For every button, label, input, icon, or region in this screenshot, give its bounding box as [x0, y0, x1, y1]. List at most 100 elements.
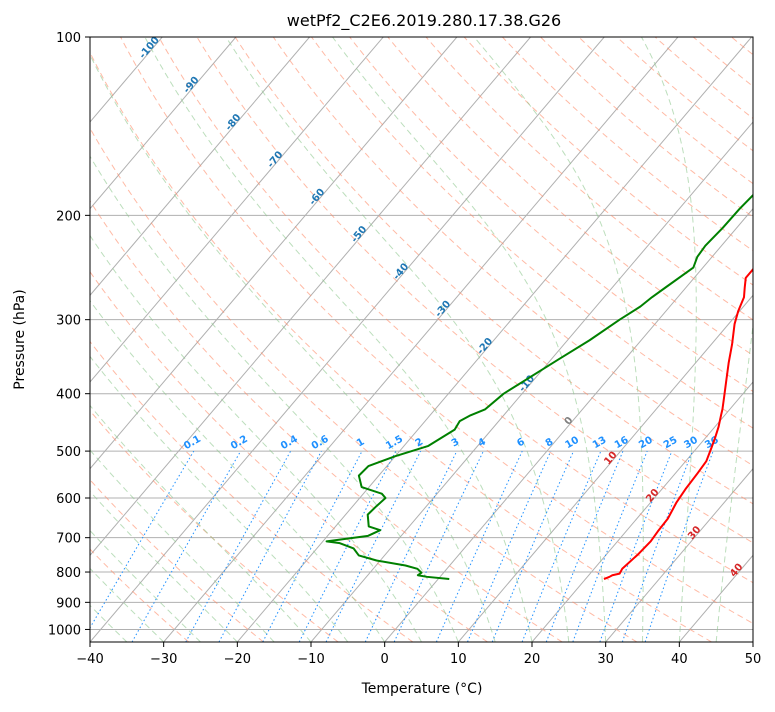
x-tick-label: 10 [450, 652, 467, 667]
isotherm-line [236, 37, 752, 642]
isotherm-line [90, 37, 458, 470]
mixing-ratio-label: 1.5 [384, 434, 405, 452]
grid-layer [90, 37, 775, 642]
y-tick-label: 700 [56, 532, 81, 547]
isotherm-line [163, 37, 679, 642]
moist-adiabat-line [90, 355, 349, 642]
y-tick-label: 600 [56, 492, 81, 507]
plot-frame [89, 36, 754, 643]
mixing-ratio-label: 20 [637, 435, 655, 452]
mixing-ratio-line [621, 450, 693, 642]
x-tick-label: 20 [524, 652, 541, 667]
dry-adiabat-line [158, 37, 753, 584]
isotherm-line [384, 207, 753, 642]
y-tick-label: 100 [56, 31, 81, 46]
moist-adiabat-line [473, 37, 644, 642]
x-tick-label: 0 [381, 652, 389, 667]
y-tick-label: 500 [56, 445, 81, 460]
y-tick-label: 900 [56, 596, 81, 611]
mixing-ratio-label: 4 [476, 436, 488, 449]
dry-adiabat-line [90, 127, 638, 642]
mixing-ratio-label: 25 [662, 435, 680, 452]
moist-adiabat-line [90, 53, 496, 642]
moist-adiabat-line [90, 234, 422, 642]
mixing-ratio-label: 3 [450, 436, 462, 449]
mixing-ratio-line [185, 450, 292, 642]
mixing-ratio-line [644, 450, 714, 642]
dry-adiabat-line [311, 37, 753, 429]
isotherm-line [90, 37, 237, 210]
mixing-ratio-line [572, 450, 648, 642]
mixing-ratio-line [131, 450, 242, 642]
x-tick-label: −20 [224, 652, 251, 667]
chart-title: wetPf2_C2E6.2019.280.17.38.G26 [287, 11, 561, 31]
x-axis-label: Temperature (°C) [361, 681, 483, 697]
y-axis-label: Pressure (hPa) [12, 289, 28, 389]
dry-adiabat-label: 10 [602, 450, 619, 468]
x-axis: −40 −30 −20 −10 0 10 20 30 40 50 [76, 642, 761, 667]
isotherm-line [90, 37, 605, 642]
mixing-ratio-label: 0.4 [279, 434, 300, 452]
dewpoint-series-line [325, 193, 753, 581]
dry-adiabat-label: -90 [182, 75, 202, 96]
x-tick-label: −40 [76, 652, 103, 667]
dry-adiabat-label: 20 [644, 487, 661, 505]
mixing-ratio-line [90, 450, 195, 629]
moist-adiabat-line [225, 37, 570, 642]
data-layer [325, 193, 753, 581]
dry-adiabat-line [120, 37, 753, 625]
isotherm-line [457, 294, 753, 642]
x-tick-label: −10 [297, 652, 324, 667]
dry-adiabat-line [90, 271, 488, 642]
dry-adiabat-line [196, 37, 753, 544]
dry-adiabat-label: -70 [265, 149, 285, 170]
y-tick-label: 200 [56, 209, 81, 224]
mixing-ratio-line [364, 450, 458, 642]
mixing-ratio-label: 8 [544, 436, 556, 449]
y-tick-label: 800 [56, 566, 81, 581]
dry-adiabat-line [387, 37, 753, 356]
mixing-ratio-label: 6 [515, 436, 527, 449]
dry-adiabat-label: -80 [224, 112, 244, 133]
moist-adiabat-line [715, 321, 753, 642]
dry-adiabat-line [90, 200, 563, 642]
moist-adiabat-line [752, 637, 753, 642]
dry-adiabat-line [90, 548, 190, 642]
dry-adiabat-label: -20 [475, 336, 495, 357]
isotherm-line [678, 554, 753, 642]
dry-adiabat-line [540, 37, 753, 218]
mixing-ratio-label: 1 [355, 436, 367, 449]
dry-adiabat-label: -60 [307, 187, 327, 208]
dry-adiabat-line [90, 479, 264, 642]
moist-adiabat-line [90, 155, 459, 642]
mixing-ratio-label: 0.1 [182, 434, 203, 452]
moist-adiabat-line [90, 404, 312, 642]
dry-adiabat-line [770, 37, 775, 642]
dry-adiabat-label: 0 [563, 415, 576, 427]
mixing-ratio-label: 10 [563, 435, 581, 452]
isotherm-line [90, 37, 531, 557]
isotherm-line [605, 467, 753, 642]
dry-adiabat-line [234, 37, 753, 505]
dry-adiabat-line [349, 37, 753, 393]
x-tick-label: −30 [150, 652, 177, 667]
y-tick-label: 400 [56, 388, 81, 403]
moist-adiabat-line [90, 529, 201, 642]
moist-adiabat-line [144, 37, 533, 642]
y-axis: 100 200 300 400 500 600 700 800 900 1000 [48, 31, 90, 638]
dry-adiabat-label: -100 [137, 35, 162, 61]
dry-adiabat-line [90, 51, 712, 642]
y-tick-label: 1000 [48, 623, 81, 638]
mixing-ratio-label: 16 [613, 435, 631, 452]
dry-adiabat-line [616, 37, 753, 152]
y-tick-label: 300 [56, 314, 81, 329]
mixing-ratio-line [393, 450, 484, 642]
moist-adiabat-line [332, 37, 607, 642]
isotherm-line [752, 641, 753, 642]
dry-adiabat-line [692, 37, 753, 87]
mixing-ratio-label: 0.2 [229, 434, 250, 452]
x-tick-label: 40 [671, 652, 688, 667]
mixing-ratio-line [491, 450, 574, 642]
moist-adiabat-line [90, 490, 238, 642]
